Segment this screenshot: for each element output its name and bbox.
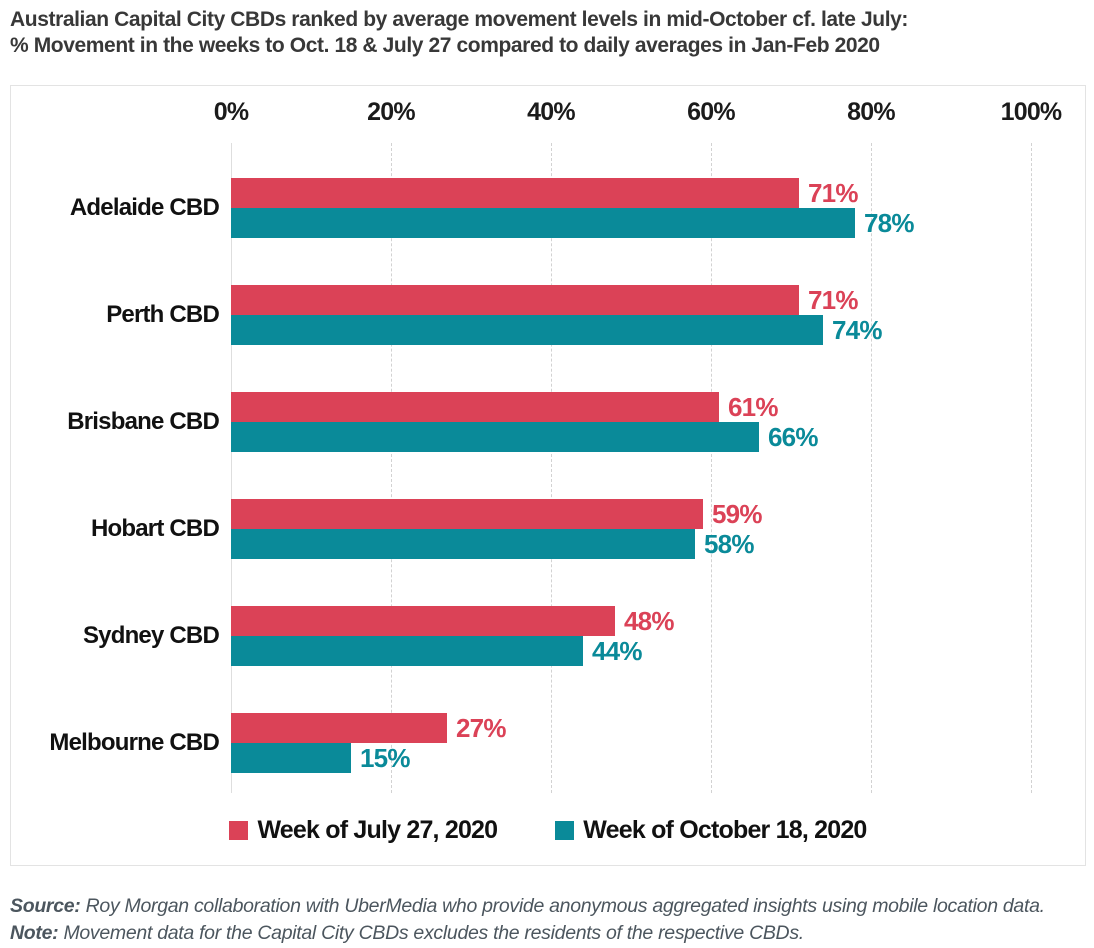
bar-week-july <box>231 285 799 315</box>
bar-week-october <box>231 315 823 345</box>
bar-week-october <box>231 208 855 238</box>
legend: Week of July 27, 2020 Week of October 18,… <box>11 816 1085 845</box>
legend-swatch <box>229 821 249 840</box>
category-label: Sydney CBD <box>82 622 220 649</box>
gridline <box>1031 143 1032 793</box>
value-label: 71% <box>808 178 858 208</box>
value-label: 74% <box>832 315 882 345</box>
note-label: Note: <box>10 922 59 944</box>
source-label: Source: <box>10 895 81 917</box>
legend-label: Week of July 27, 2020 <box>257 816 498 844</box>
gridline <box>871 143 872 793</box>
legend-item: Week of October 18, 2020 <box>555 816 867 845</box>
bar-week-october <box>231 743 351 773</box>
bar-week-july <box>231 392 719 422</box>
legend-item: Week of July 27, 2020 <box>229 816 498 845</box>
value-label: 48% <box>624 606 674 636</box>
note-text: Movement data for the Capital City CBDs … <box>58 922 804 944</box>
category-label: Adelaide CBD <box>69 194 220 221</box>
x-axis-tick: 80% <box>847 98 895 126</box>
x-axis-tick: 100% <box>1000 98 1063 126</box>
chart-title-line2: % Movement in the weeks to Oct. 18 & Jul… <box>10 34 880 57</box>
category-label: Perth CBD <box>106 301 220 328</box>
value-label: 71% <box>808 285 858 315</box>
category-label: Melbourne CBD <box>49 729 219 756</box>
value-label: 44% <box>592 636 642 666</box>
bar-week-october <box>231 529 695 559</box>
value-label: 15% <box>360 743 410 773</box>
bar-week-july <box>231 606 615 636</box>
chart-title: Australian Capital City CBDs ranked by a… <box>10 7 908 59</box>
chart-panel: 0% 20% 40% 60% 80% 100% Adelaide CBD 71% 78% Per… <box>10 85 1086 866</box>
bar-week-july <box>231 713 447 743</box>
value-label: 27% <box>456 713 506 743</box>
legend-label: Week of October 18, 2020 <box>583 816 867 844</box>
value-label: 58% <box>704 529 754 559</box>
x-axis-tick: 40% <box>527 98 575 126</box>
value-label: 59% <box>712 499 762 529</box>
gridline <box>551 143 552 793</box>
value-label: 61% <box>728 392 778 422</box>
source-note: Source: Roy Morgan collaboration with Ub… <box>10 893 1074 947</box>
legend-swatch <box>555 821 575 840</box>
gridline <box>711 143 712 793</box>
x-axis-tick: 0% <box>213 98 249 126</box>
value-label: 66% <box>768 422 818 452</box>
chart-title-line1: Australian Capital City CBDs ranked by a… <box>10 8 908 31</box>
bar-week-july <box>231 178 799 208</box>
category-label: Hobart CBD <box>91 515 220 542</box>
source-text: Roy Morgan collaboration with UberMedia … <box>80 895 1045 917</box>
category-label: Brisbane CBD <box>67 408 220 435</box>
bar-week-july <box>231 499 703 529</box>
x-axis-tick: 20% <box>367 98 415 126</box>
bar-week-october <box>231 422 759 452</box>
gridline <box>231 143 232 793</box>
x-axis-tick: 60% <box>687 98 735 126</box>
value-label: 78% <box>864 208 914 238</box>
gridline <box>391 143 392 793</box>
bar-week-october <box>231 636 583 666</box>
